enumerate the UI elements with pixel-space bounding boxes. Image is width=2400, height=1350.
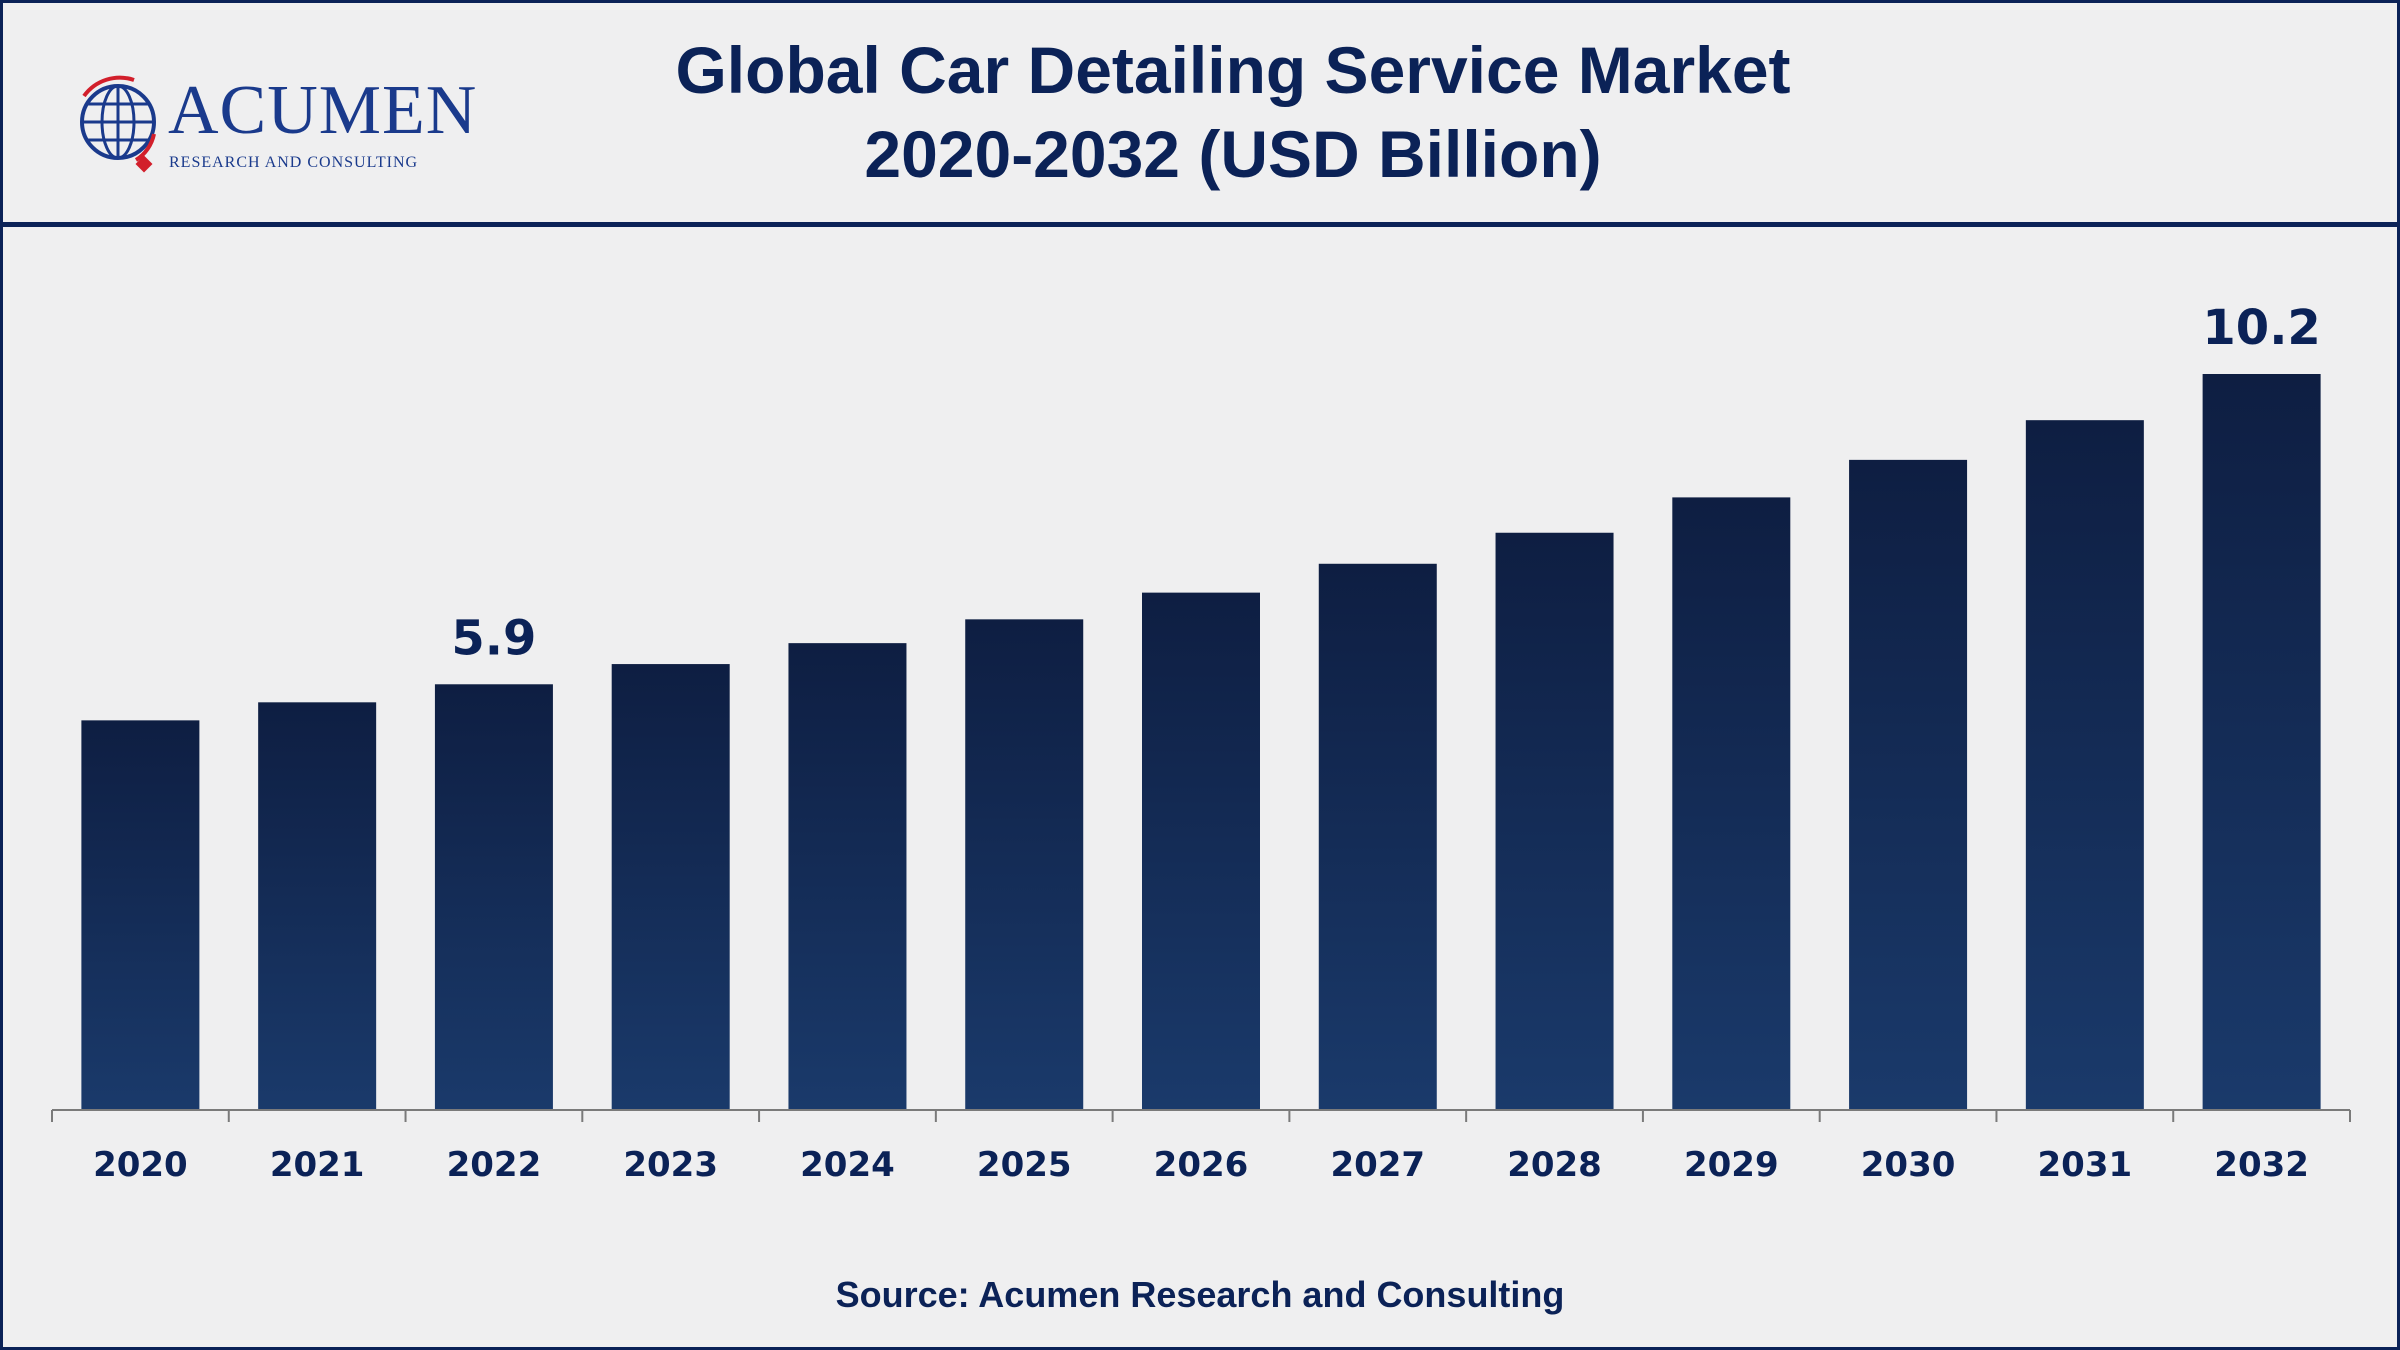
- header-divider: [0, 222, 2400, 227]
- chart-title: Global Car Detailing Service Market 2020…: [0, 28, 2400, 196]
- bars-group: [81, 374, 2321, 1110]
- x-tick-label-2027: 2027: [1330, 1145, 1425, 1185]
- globe-icon: [80, 75, 156, 173]
- logo-wordmark: ACUMEN: [168, 72, 478, 149]
- bar-2024: [788, 643, 907, 1110]
- chart-title-line-2: 2020-2032 (USD Billion): [864, 117, 1602, 191]
- x-tick-label-2030: 2030: [1861, 1145, 1956, 1185]
- x-tick-label-2023: 2023: [623, 1145, 718, 1185]
- data-label-2032: 10.2: [2202, 300, 2320, 356]
- x-tick-label-2026: 2026: [1154, 1145, 1249, 1185]
- x-tick-label-2031: 2031: [2038, 1145, 2133, 1185]
- bar-2032: [2202, 374, 2321, 1110]
- x-tick-label-2021: 2021: [270, 1145, 365, 1185]
- x-tick-label-2032: 2032: [2214, 1145, 2309, 1185]
- x-tick-label-2020: 2020: [93, 1145, 188, 1185]
- data-label-2022: 5.9: [451, 610, 536, 666]
- bar-2028: [1495, 532, 1614, 1110]
- acumen-logo: ACUMEN RESEARCH AND CONSULTING: [74, 72, 478, 174]
- logo-tagline: RESEARCH AND CONSULTING: [169, 154, 419, 171]
- bar-2027: [1318, 563, 1437, 1110]
- bar-2022: [434, 684, 553, 1110]
- bar-2030: [1849, 459, 1968, 1110]
- bar-2021: [258, 702, 377, 1110]
- x-tick-label-2022: 2022: [447, 1145, 542, 1185]
- bar-2029: [1672, 497, 1791, 1110]
- x-tick-label-2025: 2025: [977, 1145, 1072, 1185]
- bar-2020: [81, 720, 200, 1110]
- x-tick-label-2029: 2029: [1684, 1145, 1779, 1185]
- x-axis: [51, 1109, 2351, 1122]
- labels-group: 2020 2021 2022 2023 2024 2025 2026 2027 2028 2029…: [93, 300, 2321, 1185]
- chart-title-line-1: Global Car Detailing Service Market: [675, 33, 1791, 107]
- x-tick-label-2028: 2028: [1507, 1145, 1602, 1185]
- bar-2026: [1142, 592, 1260, 1110]
- bar-2031: [2025, 420, 2144, 1110]
- bar-2023: [611, 664, 730, 1110]
- source-note: Source: Acumen Research and Consulting: [835, 1274, 1565, 1315]
- bar-2025: [965, 619, 1084, 1110]
- x-tick-label-2024: 2024: [800, 1145, 895, 1185]
